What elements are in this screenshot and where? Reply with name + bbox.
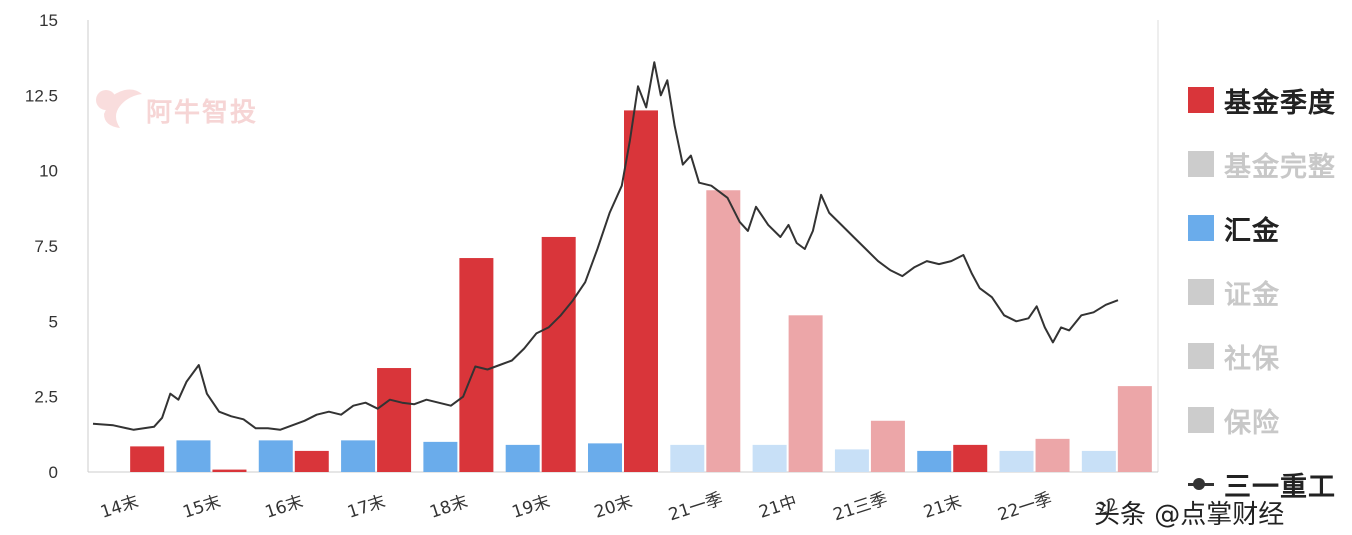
credit-text: 头条 @点掌财经 <box>1094 500 1285 530</box>
legend-item[interactable]: 基金季度 <box>1188 68 1348 132</box>
bar-huijin <box>176 440 211 472</box>
legend: 基金季度基金完整汇金证金社保保险三一重工 <box>1188 68 1348 516</box>
bar-fund-quarter <box>294 450 329 472</box>
watermark-text: 阿牛智投 <box>146 97 259 128</box>
bar-huijin <box>752 444 787 472</box>
x-tick-label: 21一季 <box>666 489 725 525</box>
x-tick-label: 20末 <box>592 492 635 523</box>
legend-swatch <box>1188 343 1214 369</box>
legend-item[interactable]: 证金 <box>1188 260 1348 324</box>
x-tick-label: 16末 <box>263 492 306 523</box>
bar-huijin <box>341 440 376 472</box>
bar-huijin <box>423 441 458 472</box>
x-tick-label: 21中 <box>757 492 800 523</box>
watermark-logo-icon <box>90 82 146 138</box>
bar-fund-quarter <box>130 446 165 472</box>
legend-swatch <box>1188 215 1214 241</box>
bar-fund-quarter <box>377 368 412 472</box>
x-tick-label: 18末 <box>427 492 470 523</box>
bar-fund-quarter <box>541 236 576 472</box>
legend-item[interactable]: 基金完整 <box>1188 132 1348 196</box>
x-tick-label: 22一季 <box>995 489 1054 525</box>
bar-fund-quarter <box>1035 438 1070 472</box>
bar-huijin <box>999 450 1034 472</box>
bar-huijin <box>505 444 540 472</box>
bar-fund-quarter <box>788 315 823 472</box>
y-tick-label: 15 <box>39 11 58 30</box>
y-tick-label: 2.5 <box>34 388 58 407</box>
legend-label: 社保 <box>1224 343 1280 375</box>
legend-swatch <box>1188 151 1214 177</box>
legend-item[interactable]: 汇金 <box>1188 196 1348 260</box>
legend-swatch <box>1188 87 1214 113</box>
y-tick-label: 7.5 <box>34 237 58 256</box>
x-tick-label: 14末 <box>98 492 141 523</box>
bar-huijin <box>917 450 952 472</box>
y-tick-label: 5 <box>49 312 58 331</box>
bar-huijin <box>258 440 293 472</box>
bar-huijin <box>670 444 705 472</box>
legend-label: 证金 <box>1224 279 1280 311</box>
bar-fund-quarter <box>212 469 247 472</box>
x-tick-label: 15末 <box>180 492 223 523</box>
y-tick-label: 0 <box>49 463 58 482</box>
legend-item[interactable]: 社保 <box>1188 324 1348 388</box>
legend-label: 基金季度 <box>1224 87 1336 119</box>
legend-label: 汇金 <box>1224 215 1280 247</box>
line-sany <box>92 61 1119 431</box>
legend-label: 保险 <box>1224 407 1280 439</box>
legend-label: 三一重工 <box>1224 471 1336 503</box>
legend-item[interactable]: 保险 <box>1188 388 1348 452</box>
legend-item[interactable]: 三一重工 <box>1188 452 1348 516</box>
x-tick-label: 17末 <box>345 492 388 523</box>
y-tick-label: 10 <box>39 162 58 181</box>
legend-label: 基金完整 <box>1224 151 1336 183</box>
legend-line-marker-icon <box>1188 471 1214 497</box>
bar-fund-quarter <box>624 110 658 473</box>
bar-fund-quarter <box>953 444 988 472</box>
legend-swatch <box>1188 407 1214 433</box>
bar-fund-quarter <box>1117 386 1152 472</box>
x-tick-label: 19末 <box>510 492 553 523</box>
x-tick-label: 21三季 <box>831 489 890 525</box>
x-tick-label: 21末 <box>921 492 964 523</box>
bar-huijin <box>1081 450 1116 472</box>
bar-fund-quarter <box>870 420 905 472</box>
bar-huijin <box>588 443 622 472</box>
y-tick-label: 12.5 <box>25 86 58 105</box>
legend-swatch <box>1188 279 1214 305</box>
watermark: 阿牛智投 <box>90 82 258 138</box>
bar-huijin <box>834 449 869 472</box>
bar-fund-quarter <box>706 190 741 472</box>
bar-fund-quarter <box>459 258 494 472</box>
